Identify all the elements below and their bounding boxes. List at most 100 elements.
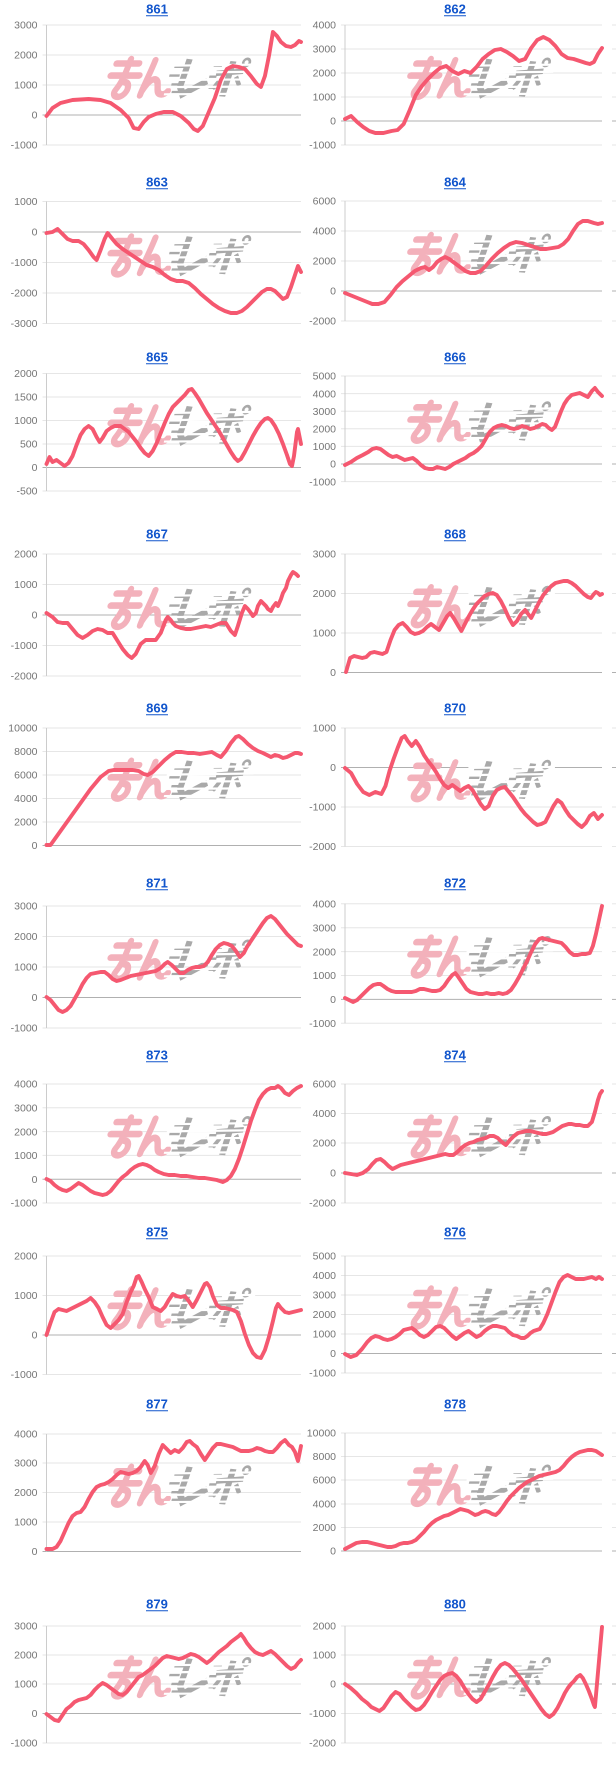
svg-text:3000: 3000: [313, 549, 337, 561]
svg-text:-2000: -2000: [309, 841, 336, 853]
svg-text:3000: 3000: [313, 922, 337, 934]
svg-text:3000: 3000: [14, 1103, 38, 1115]
svg-text:-1000: -1000: [11, 1738, 38, 1750]
svg-text:1000: 1000: [14, 1679, 38, 1691]
svg-text:880: 880: [444, 1597, 466, 1612]
svg-text:6000: 6000: [313, 1079, 337, 1091]
svg-text:-1000: -1000: [11, 640, 38, 652]
svg-text:4000: 4000: [313, 1499, 337, 1511]
svg-text:1000: 1000: [14, 80, 38, 92]
svg-text:0: 0: [32, 227, 38, 239]
svg-text:4000: 4000: [313, 899, 337, 911]
svg-text:875: 875: [146, 1225, 168, 1240]
svg-text:874: 874: [444, 1048, 466, 1063]
svg-text:2000: 2000: [313, 588, 337, 600]
svg-text:1000: 1000: [313, 970, 337, 982]
svg-text:-500: -500: [16, 486, 37, 498]
svg-text:867: 867: [146, 527, 168, 542]
svg-text:2000: 2000: [313, 946, 337, 958]
svg-text:4000: 4000: [313, 226, 337, 238]
svg-text:5000: 5000: [313, 371, 337, 383]
svg-text:2000: 2000: [313, 1621, 337, 1633]
svg-text:0: 0: [32, 1174, 38, 1186]
svg-text:1500: 1500: [14, 392, 38, 404]
svg-text:-2000: -2000: [309, 1738, 336, 1750]
svg-text:4000: 4000: [313, 1108, 337, 1120]
svg-text:-1000: -1000: [309, 1018, 336, 1030]
svg-text:2000: 2000: [313, 424, 337, 436]
svg-text:1000: 1000: [313, 628, 337, 640]
svg-text:-1000: -1000: [309, 140, 336, 152]
svg-text:1000: 1000: [313, 1329, 337, 1341]
svg-text:870: 870: [444, 701, 466, 716]
svg-text:0: 0: [32, 1546, 38, 1558]
svg-text:865: 865: [146, 350, 168, 365]
svg-text:5000: 5000: [313, 1251, 337, 1263]
svg-text:0: 0: [32, 1708, 38, 1720]
svg-text:0: 0: [32, 462, 38, 474]
svg-text:0: 0: [32, 610, 38, 622]
svg-text:0: 0: [330, 286, 336, 298]
svg-text:8000: 8000: [14, 746, 38, 758]
svg-text:0: 0: [330, 1679, 336, 1691]
svg-text:6000: 6000: [313, 196, 337, 208]
svg-text:3000: 3000: [313, 44, 337, 56]
svg-text:864: 864: [444, 175, 466, 190]
svg-text:8000: 8000: [313, 1451, 337, 1463]
svg-text:6000: 6000: [313, 1475, 337, 1487]
svg-text:0: 0: [330, 1546, 336, 1558]
svg-text:0: 0: [32, 992, 38, 1004]
svg-text:2000: 2000: [14, 549, 38, 561]
svg-text:3000: 3000: [14, 1621, 38, 1633]
svg-text:4000: 4000: [313, 388, 337, 400]
svg-text:862: 862: [444, 2, 466, 17]
svg-text:-1000: -1000: [309, 1368, 336, 1380]
svg-text:2000: 2000: [14, 1251, 38, 1263]
svg-text:0: 0: [330, 1168, 336, 1180]
svg-text:871: 871: [146, 876, 168, 891]
svg-text:4000: 4000: [14, 1429, 38, 1441]
svg-text:866: 866: [444, 350, 466, 365]
svg-text:500: 500: [20, 439, 38, 451]
svg-text:-2000: -2000: [11, 288, 38, 300]
svg-text:1000: 1000: [14, 962, 38, 974]
svg-text:0: 0: [330, 667, 336, 679]
svg-text:1000: 1000: [313, 1650, 337, 1662]
svg-text:-2000: -2000: [11, 671, 38, 683]
svg-text:2000: 2000: [313, 256, 337, 268]
svg-text:2000: 2000: [313, 1522, 337, 1534]
svg-text:4000: 4000: [313, 1270, 337, 1282]
svg-text:-2000: -2000: [309, 316, 336, 328]
svg-text:1000: 1000: [14, 1150, 38, 1162]
svg-text:6000: 6000: [14, 770, 38, 782]
svg-text:0: 0: [32, 840, 38, 852]
svg-text:0: 0: [330, 762, 336, 774]
svg-text:877: 877: [146, 1397, 168, 1412]
svg-text:2000: 2000: [313, 1138, 337, 1150]
svg-text:2000: 2000: [14, 50, 38, 62]
svg-text:873: 873: [146, 1048, 168, 1063]
svg-text:-1000: -1000: [309, 1708, 336, 1720]
svg-text:872: 872: [444, 876, 466, 891]
svg-text:2000: 2000: [14, 1650, 38, 1662]
svg-text:10000: 10000: [307, 1428, 336, 1440]
svg-text:4000: 4000: [313, 20, 337, 32]
svg-text:-2000: -2000: [309, 1198, 336, 1210]
svg-text:3000: 3000: [14, 20, 38, 32]
svg-text:1000: 1000: [14, 579, 38, 591]
svg-text:3000: 3000: [313, 1290, 337, 1302]
svg-text:0: 0: [330, 994, 336, 1006]
svg-text:2000: 2000: [14, 817, 38, 829]
svg-text:0: 0: [330, 459, 336, 471]
svg-text:0: 0: [32, 110, 38, 122]
svg-text:1000: 1000: [313, 92, 337, 104]
svg-text:1000: 1000: [313, 723, 337, 735]
svg-text:863: 863: [146, 175, 168, 190]
svg-text:876: 876: [444, 1225, 466, 1240]
svg-text:2000: 2000: [14, 1126, 38, 1138]
svg-text:-1000: -1000: [309, 476, 336, 488]
svg-text:-1000: -1000: [11, 1369, 38, 1381]
svg-text:3000: 3000: [14, 1458, 38, 1470]
svg-text:3000: 3000: [313, 406, 337, 418]
svg-text:2000: 2000: [313, 68, 337, 80]
